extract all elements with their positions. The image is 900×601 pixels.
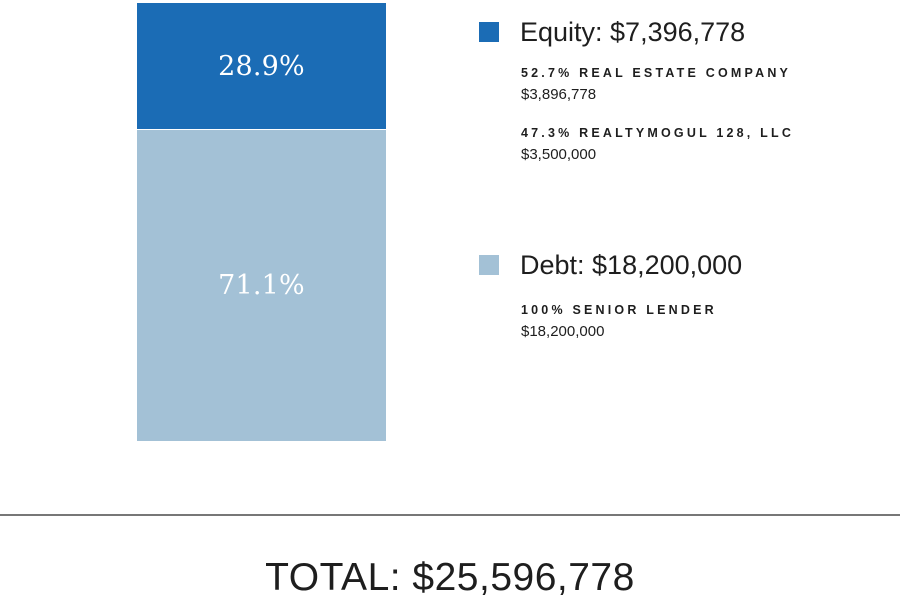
total-amount: TOTAL: $25,596,778 xyxy=(265,556,635,599)
equity-holder-2: 47.3% REALTYMOGUL 128, LLC $3,500,000 xyxy=(521,126,794,163)
equity-swatch xyxy=(479,22,499,42)
holder-amount: $18,200,000 xyxy=(521,323,605,340)
holder-amount: $3,896,778 xyxy=(521,86,597,103)
holder-amount: $3,500,000 xyxy=(521,146,597,163)
equity-segment: 28.9% xyxy=(137,3,386,129)
debt-legend-title: Debt: $18,200,000 xyxy=(520,249,743,280)
debt-legend-header: Debt: $18,200,000 xyxy=(479,250,742,280)
holder-name: 100% SENIOR LENDER xyxy=(521,303,717,317)
debt-segment: 71.1% xyxy=(137,130,386,441)
debt-percent-label: 71.1% xyxy=(218,270,305,301)
equity-holder-1: 52.7% REAL ESTATE COMPANY $3,896,778 xyxy=(521,66,794,103)
debt-legend: Debt: $18,200,000 100% SENIOR LENDER $18… xyxy=(479,250,742,340)
holder-name: 52.7% REAL ESTATE COMPANY xyxy=(521,66,792,80)
equity-percent-label: 28.9% xyxy=(218,50,305,82)
debt-swatch xyxy=(479,255,499,275)
debt-holder-1: 100% SENIOR LENDER $18,200,000 xyxy=(521,303,742,340)
holder-name: 47.3% REALTYMOGUL 128, LLC xyxy=(521,126,795,140)
stacked-bar: 28.9% 71.1% xyxy=(136,2,387,442)
divider xyxy=(0,514,900,516)
equity-legend: Equity: $7,396,778 52.7% REAL ESTATE COM… xyxy=(479,17,794,163)
equity-legend-title: Equity: $7,396,778 xyxy=(520,16,746,47)
equity-legend-header: Equity: $7,396,778 xyxy=(479,17,794,47)
